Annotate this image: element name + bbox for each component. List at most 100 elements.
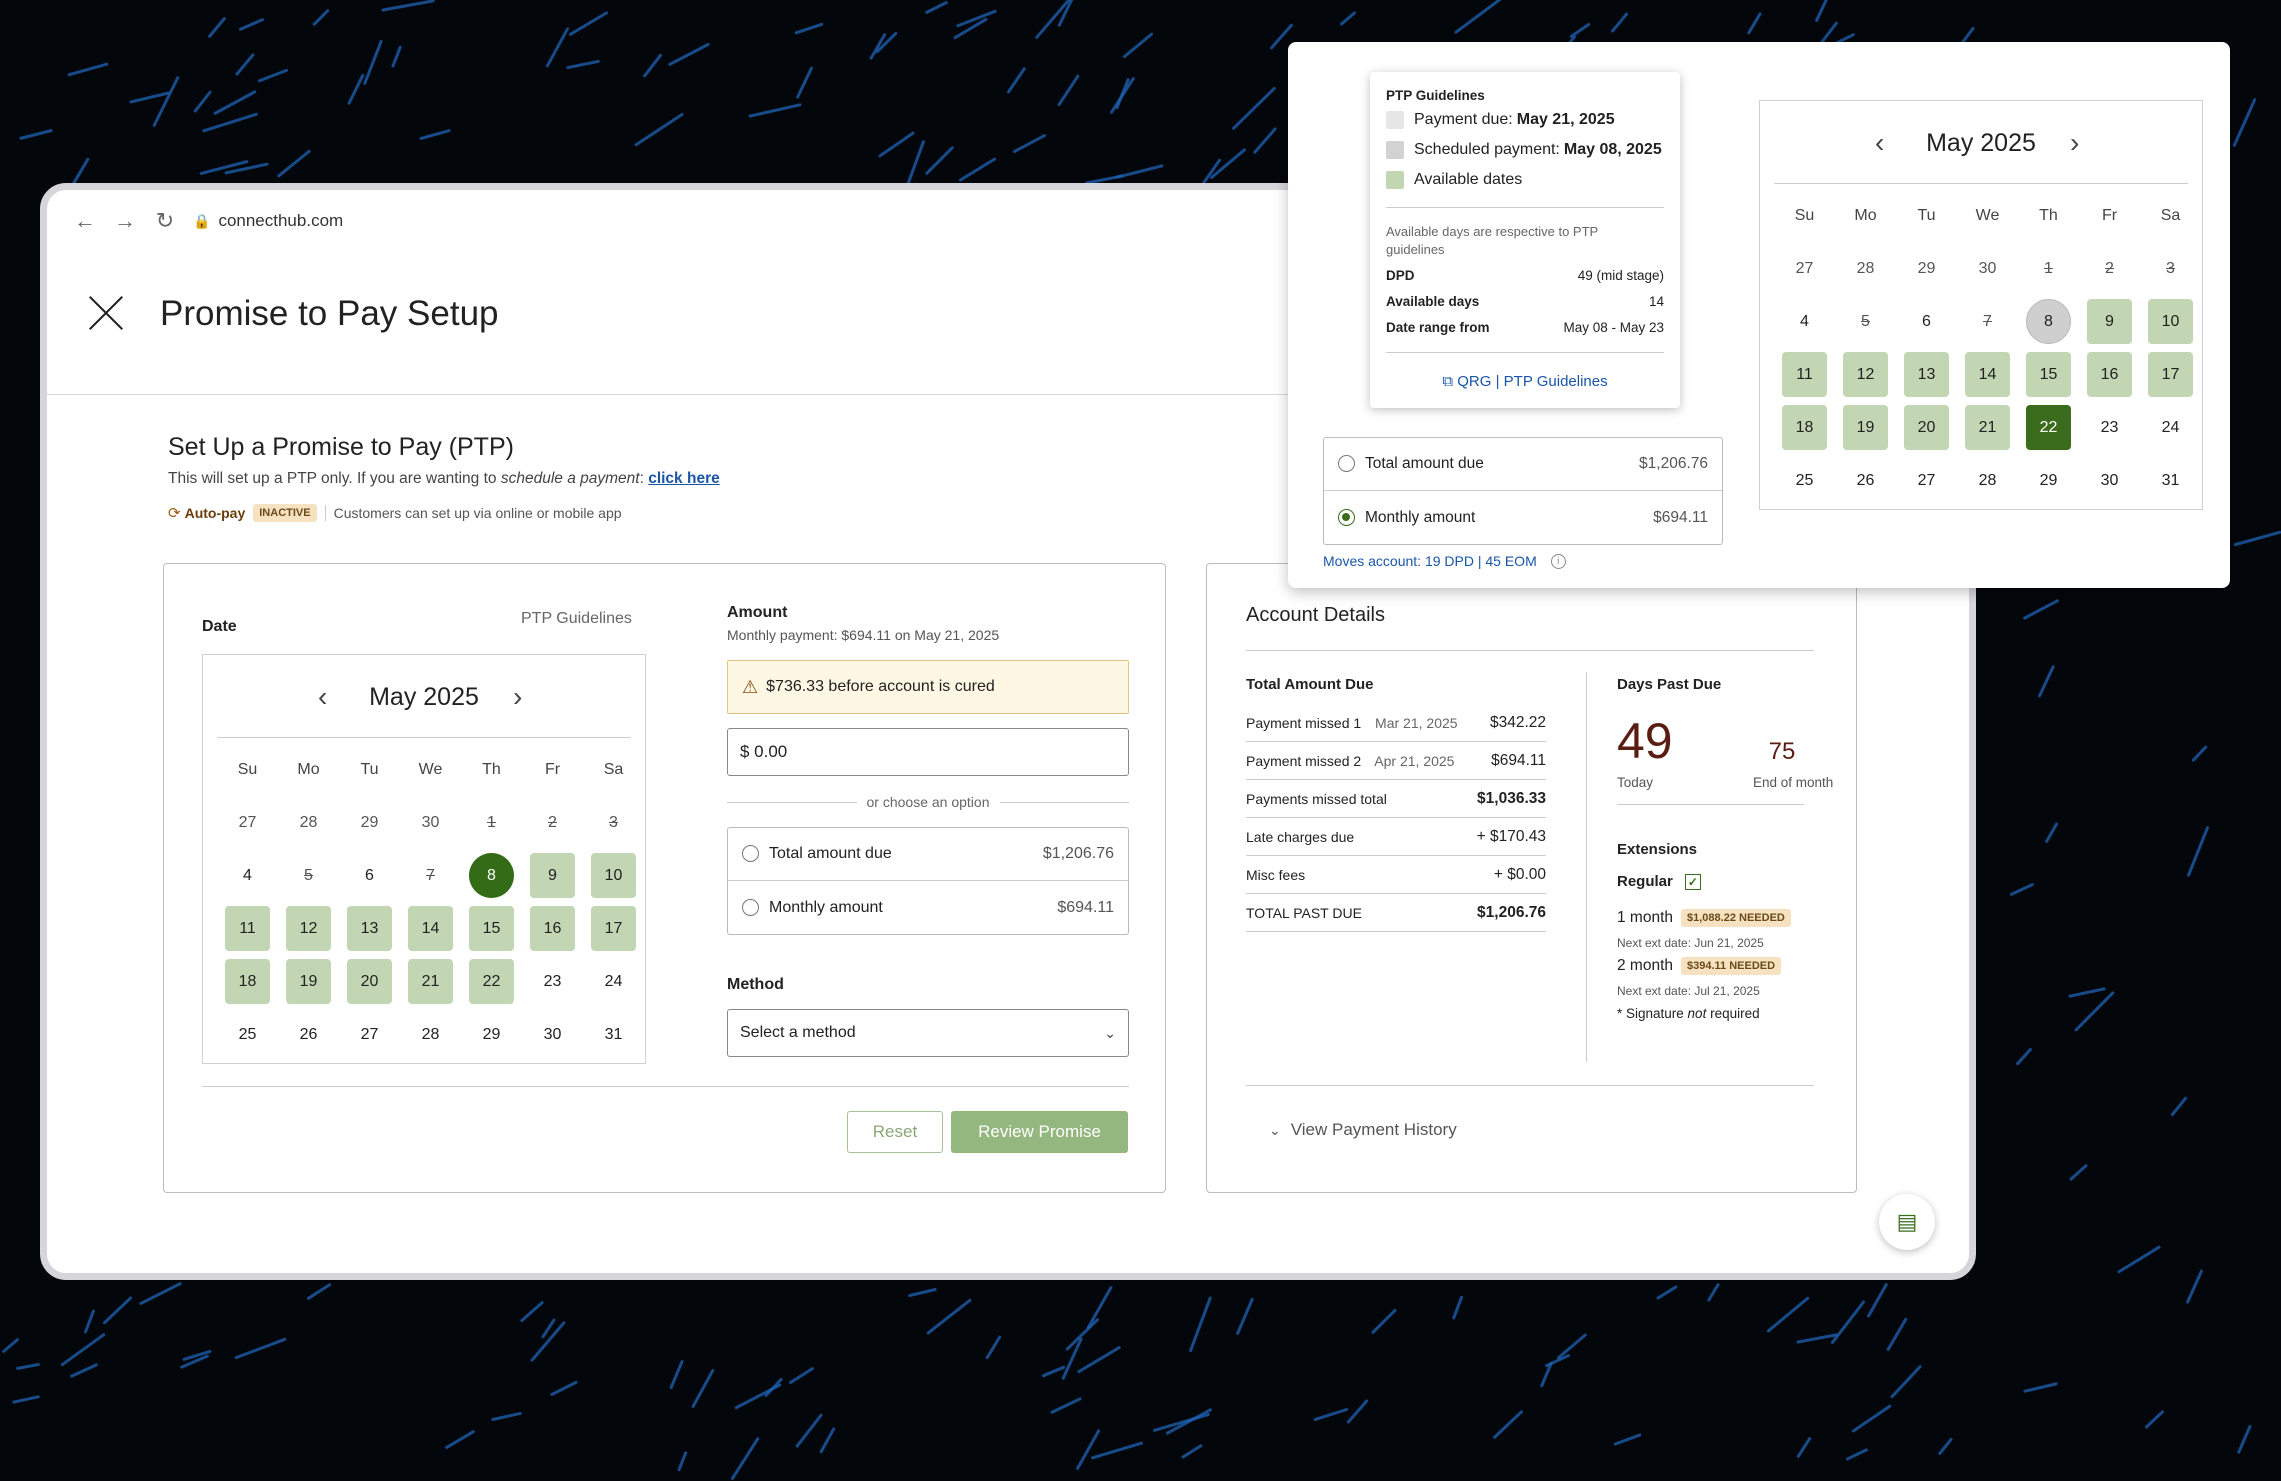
calendar-day[interactable]: 29: [2018, 454, 2079, 507]
calendar-day[interactable]: 23: [2079, 401, 2140, 454]
calendar-day[interactable]: 27: [1896, 454, 1957, 507]
prev-month-icon[interactable]: ‹: [1875, 127, 1885, 158]
radio-icon[interactable]: [1338, 455, 1355, 473]
radio-icon[interactable]: [742, 845, 759, 863]
calendar-day[interactable]: 26: [1835, 454, 1896, 507]
reload-icon[interactable]: ↻: [155, 208, 175, 233]
option-monthly-amount[interactable]: Monthly amount $694.11: [1324, 491, 1722, 544]
next-month-icon[interactable]: ›: [2070, 127, 2080, 158]
divider: [1586, 672, 1587, 1062]
calendar-day[interactable]: 17: [583, 902, 644, 955]
calendar-day[interactable]: 23: [522, 955, 583, 1008]
prev-month-icon[interactable]: ‹: [318, 681, 328, 712]
calendar-day[interactable]: 17: [2140, 348, 2201, 401]
calendar-day[interactable]: 11: [1774, 348, 1835, 401]
method-select-value: Select a method: [740, 1024, 856, 1041]
close-icon[interactable]: [87, 294, 125, 332]
method-select[interactable]: Select a method ⌄: [727, 1009, 1129, 1057]
calendar-day[interactable]: 25: [1774, 454, 1835, 507]
calendar-day[interactable]: 18: [217, 955, 278, 1008]
option-total-amount[interactable]: Total amount due $1,206.76: [1324, 438, 1722, 491]
view-payment-history[interactable]: ⌄ View Payment History: [1269, 1120, 1457, 1140]
calendar-day[interactable]: 28: [1957, 454, 2018, 507]
reset-button[interactable]: Reset: [847, 1111, 943, 1153]
calendar-day[interactable]: 4: [1774, 295, 1835, 348]
option-monthly-amount[interactable]: Monthly amount $694.11: [728, 881, 1128, 934]
calendar-day[interactable]: 31: [583, 1008, 644, 1061]
calendar-day[interactable]: 12: [278, 902, 339, 955]
back-icon[interactable]: ←: [74, 208, 96, 233]
calendar-day[interactable]: 22: [461, 955, 522, 1008]
ptp-guidelines-link[interactable]: PTP Guidelines: [521, 610, 632, 627]
click-here-link[interactable]: click here: [648, 470, 720, 487]
calendar-day[interactable]: 30: [522, 1008, 583, 1061]
regular-label: Regular: [1617, 873, 1673, 890]
calendar-day[interactable]: 4: [217, 849, 278, 902]
calendar-day[interactable]: 24: [583, 955, 644, 1008]
review-promise-button[interactable]: Review Promise: [951, 1111, 1128, 1153]
calendar-day[interactable]: 14: [400, 902, 461, 955]
info-icon[interactable]: i: [1550, 553, 1566, 569]
next-month-icon[interactable]: ›: [513, 681, 523, 712]
calendar-day[interactable]: 11: [217, 902, 278, 955]
calendar-day[interactable]: 21: [400, 955, 461, 1008]
day-number: 13: [1904, 352, 1949, 397]
calendar-day[interactable]: 24: [2140, 401, 2201, 454]
forward-icon[interactable]: →: [114, 208, 136, 233]
calendar-day[interactable]: 27: [339, 1008, 400, 1061]
calendar-day[interactable]: 9: [522, 849, 583, 902]
amount-input[interactable]: $ 0.00: [727, 728, 1129, 776]
calendar-day[interactable]: 21: [1957, 401, 2018, 454]
row-value: $694.11: [1491, 751, 1546, 769]
calendar-day[interactable]: 19: [278, 955, 339, 1008]
calendar-day[interactable]: 22: [2018, 401, 2079, 454]
calendar-day[interactable]: 29: [461, 1008, 522, 1061]
legend-payment-due: Payment due: May 21, 2025: [1386, 105, 1666, 135]
row-value: $1,206.76: [1477, 903, 1546, 921]
account-details-title: Account Details: [1246, 604, 1385, 626]
calendar-day[interactable]: 20: [339, 955, 400, 1008]
calendar-day: 5: [1835, 295, 1896, 348]
background-streak: [958, 157, 997, 183]
background-streak: [924, 0, 949, 15]
calendar-day[interactable]: 28: [400, 1008, 461, 1061]
calendar-day[interactable]: 10: [2140, 295, 2201, 348]
radio-icon[interactable]: [742, 898, 759, 916]
calendar-day[interactable]: 16: [522, 902, 583, 955]
calendar-day[interactable]: 15: [461, 902, 522, 955]
url-text[interactable]: connecthub.com: [218, 211, 344, 230]
checkbox-icon[interactable]: ✓: [1684, 873, 1701, 890]
background-streak: [83, 1309, 96, 1334]
calendar-day[interactable]: 16: [2079, 348, 2140, 401]
calendar-day[interactable]: 30: [2079, 454, 2140, 507]
day-number: 12: [286, 906, 331, 951]
day-number: 4: [1800, 312, 1809, 330]
background-streak: [984, 1335, 1002, 1360]
background-streak: [1830, 1300, 1866, 1345]
ext-2-row: 2 month $394.11 NEEDED: [1617, 957, 1782, 975]
calendar-day[interactable]: 9: [2079, 295, 2140, 348]
calendar-day[interactable]: 14: [1957, 348, 2018, 401]
calendar-day[interactable]: 8: [461, 849, 522, 902]
calendar-day[interactable]: 6: [339, 849, 400, 902]
calendar-day[interactable]: 13: [339, 902, 400, 955]
notes-fab-icon[interactable]: ▤: [1879, 1194, 1935, 1250]
calendar-day[interactable]: 6: [1896, 295, 1957, 348]
calendar-day[interactable]: 15: [2018, 348, 2079, 401]
calendar-day[interactable]: 31: [2140, 454, 2201, 507]
calendar-day[interactable]: 25: [217, 1008, 278, 1061]
option-total-amount[interactable]: Total amount due $1,206.76: [728, 828, 1128, 881]
calendar-day[interactable]: 18: [1774, 401, 1835, 454]
weekday-label: We: [418, 760, 443, 778]
calendar-day[interactable]: 19: [1835, 401, 1896, 454]
radio-selected-icon[interactable]: [1338, 508, 1355, 526]
calendar-day[interactable]: 20: [1896, 401, 1957, 454]
calendar-day[interactable]: 10: [583, 849, 644, 902]
calendar-day[interactable]: 26: [278, 1008, 339, 1061]
calendar-grid: Su Mo Tu We Th Fr Sa 27 28 29 30 1 2 3 4 5 6 7 8 9 10 11 12 13 1…: [1774, 189, 2201, 507]
amount-row: Payment missed 1 Mar 21, 2025 $342.22: [1246, 704, 1546, 742]
kv-key: DPD: [1386, 267, 1415, 283]
calendar-day[interactable]: 12: [1835, 348, 1896, 401]
calendar-day[interactable]: 13: [1896, 348, 1957, 401]
qrg-link[interactable]: ⧉ QRG | PTP Guidelines: [1370, 373, 1680, 390]
